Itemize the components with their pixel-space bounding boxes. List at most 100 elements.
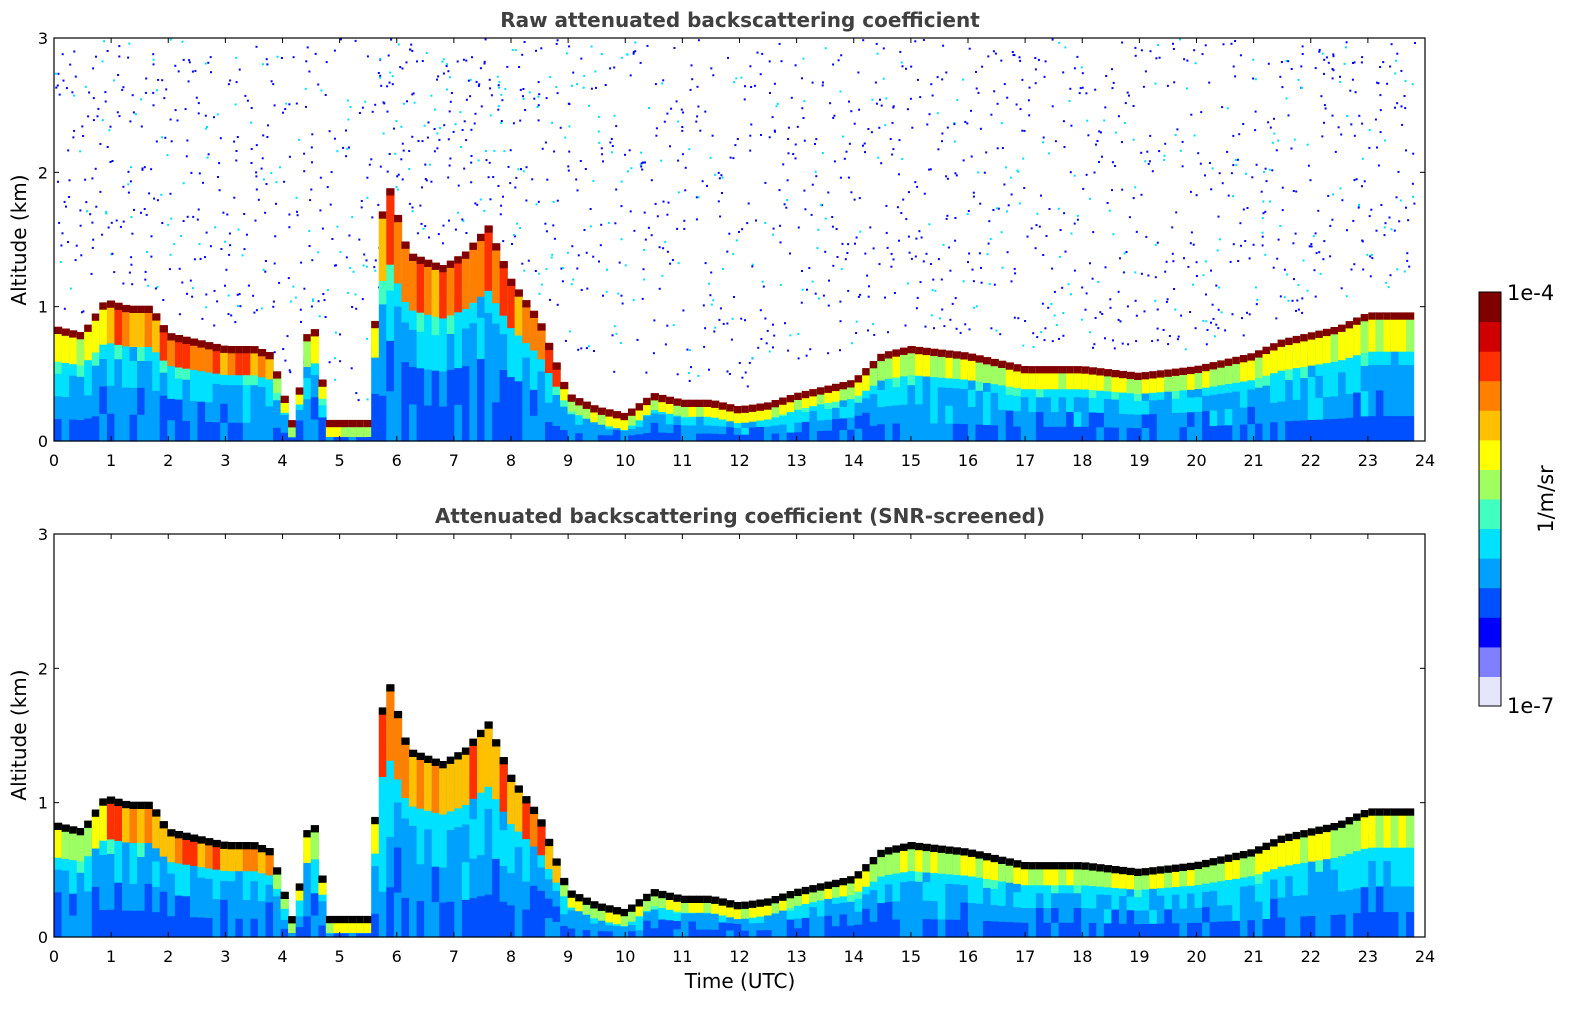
aerosol-layer-cell bbox=[869, 362, 878, 386]
noise-speckle bbox=[1156, 339, 1159, 342]
noise-speckle bbox=[1089, 197, 1091, 200]
colorbar-step bbox=[1479, 528, 1501, 559]
noise-speckle bbox=[804, 208, 807, 211]
layer-top-cell bbox=[378, 707, 387, 715]
noise-speckle bbox=[1353, 179, 1356, 182]
aerosol-cell bbox=[824, 915, 833, 927]
aerosol-cell bbox=[416, 404, 425, 442]
noise-speckle bbox=[640, 165, 643, 168]
noise-speckle bbox=[916, 185, 919, 188]
aerosol-cell bbox=[1119, 881, 1128, 897]
aerosol-cell bbox=[1149, 386, 1158, 401]
aerosol-cell bbox=[907, 365, 916, 386]
noise-speckle bbox=[515, 176, 518, 179]
noise-speckle bbox=[761, 280, 764, 283]
aerosol-layer-cell bbox=[1194, 862, 1203, 885]
aerosol-cell bbox=[310, 892, 319, 916]
noise-speckle bbox=[620, 294, 623, 297]
aerosol-cell bbox=[69, 871, 78, 894]
noise-speckle bbox=[620, 56, 623, 59]
layer-top-cell bbox=[386, 188, 395, 196]
aerosol-cell bbox=[507, 312, 516, 345]
aerosol-layer-cell bbox=[492, 244, 501, 304]
aerosol-layer-cell bbox=[1005, 859, 1014, 883]
layer-top-cell bbox=[507, 278, 516, 286]
noise-speckle bbox=[675, 100, 678, 103]
aerosol-cell bbox=[1330, 395, 1339, 419]
layer-top-cell bbox=[477, 233, 486, 242]
noise-speckle bbox=[594, 70, 597, 73]
noise-speckle bbox=[463, 120, 466, 123]
aerosol-layer-cell bbox=[635, 900, 644, 917]
aerosol-layer-cell bbox=[273, 868, 282, 889]
noise-speckle bbox=[447, 138, 450, 141]
noise-speckle bbox=[751, 357, 754, 360]
aerosol-cell bbox=[401, 361, 410, 402]
noise-speckle bbox=[1261, 235, 1264, 238]
noise-speckle bbox=[364, 100, 367, 103]
aerosol-layer-cell bbox=[809, 390, 818, 407]
layer-top-cell bbox=[250, 842, 259, 850]
aerosol-cell bbox=[748, 419, 758, 428]
noise-speckle bbox=[71, 91, 74, 94]
layer-top-cell bbox=[1035, 366, 1045, 374]
noise-speckle bbox=[915, 307, 918, 310]
aerosol-cell bbox=[711, 913, 720, 922]
aerosol-cell bbox=[1292, 399, 1301, 421]
layer-top-cell bbox=[152, 313, 161, 321]
noise-speckle bbox=[682, 111, 684, 114]
aerosol-cell bbox=[212, 917, 221, 938]
aerosol-cell bbox=[794, 918, 803, 929]
noise-speckle bbox=[436, 132, 439, 135]
aerosol-cell bbox=[1058, 411, 1067, 427]
aerosol-cell bbox=[1134, 923, 1143, 938]
aerosol-cell bbox=[869, 377, 878, 395]
layer-top-cell bbox=[371, 816, 380, 825]
aerosol-cell bbox=[854, 885, 863, 899]
aerosol-layer-cell bbox=[1353, 814, 1362, 852]
x-tick-label: 17 bbox=[1015, 947, 1035, 966]
noise-speckle bbox=[604, 84, 607, 86]
aerosol-cell bbox=[1307, 376, 1316, 399]
noise-speckle bbox=[966, 213, 969, 216]
aerosol-cell bbox=[522, 825, 531, 854]
noise-speckle bbox=[1404, 80, 1407, 83]
layer-top-cell bbox=[280, 395, 289, 403]
aerosol-cell bbox=[1224, 408, 1233, 426]
aerosol-cell bbox=[862, 383, 871, 399]
noise-speckle bbox=[690, 64, 693, 67]
aerosol-cell bbox=[409, 366, 418, 405]
aerosol-cell bbox=[1035, 892, 1045, 909]
noise-speckle bbox=[419, 204, 422, 207]
noise-speckle bbox=[127, 183, 130, 186]
noise-speckle bbox=[520, 168, 522, 171]
noise-speckle bbox=[255, 188, 258, 191]
noise-speckle bbox=[457, 184, 460, 187]
noise-speckle bbox=[515, 222, 518, 225]
layer-top-cell bbox=[560, 877, 569, 886]
aerosol-layer-cell bbox=[847, 877, 856, 896]
noise-speckle bbox=[759, 73, 762, 76]
noise-speckle bbox=[794, 157, 797, 160]
aerosol-cell bbox=[469, 897, 478, 938]
aerosol-layer-cell bbox=[733, 903, 742, 920]
aerosol-cell bbox=[1194, 381, 1203, 398]
noise-speckle bbox=[811, 280, 814, 283]
noise-speckle bbox=[1114, 165, 1116, 167]
noise-speckle bbox=[824, 217, 827, 220]
noise-speckle bbox=[190, 171, 193, 174]
aerosol-cell bbox=[854, 428, 863, 442]
aerosol-layer-cell bbox=[877, 354, 886, 381]
layer-top-cell bbox=[575, 398, 584, 406]
noise-speckle bbox=[847, 243, 850, 246]
aerosol-cell bbox=[952, 883, 961, 903]
aerosol-cell bbox=[1390, 911, 1400, 938]
noise-speckle bbox=[858, 108, 861, 111]
noise-speckle bbox=[1295, 190, 1298, 193]
aerosol-cell bbox=[84, 394, 93, 419]
noise-speckle bbox=[1111, 189, 1113, 192]
noise-speckle bbox=[655, 127, 658, 130]
noise-speckle bbox=[282, 348, 285, 350]
noise-speckle bbox=[1218, 238, 1221, 241]
